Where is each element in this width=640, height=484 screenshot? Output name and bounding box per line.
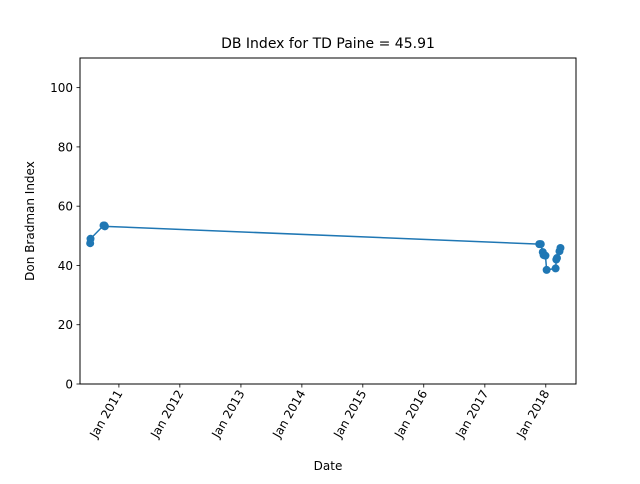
y-tick-label: 60 xyxy=(58,200,73,214)
y-tick-label: 100 xyxy=(50,81,73,95)
y-axis: 0 20 40 60 80 100 xyxy=(50,81,80,392)
data-point xyxy=(541,251,550,260)
data-point xyxy=(536,240,545,249)
data-point xyxy=(86,234,95,243)
series-layer xyxy=(86,221,565,274)
data-point xyxy=(552,254,561,263)
data-point xyxy=(542,265,551,274)
plot-frame xyxy=(79,57,577,385)
y-tick-label: 20 xyxy=(58,318,73,332)
y-tick-label: 40 xyxy=(58,259,73,273)
data-point xyxy=(551,264,560,273)
x-axis-label: Date xyxy=(314,459,343,473)
y-axis-label: Don Bradman Index xyxy=(23,161,37,281)
y-tick-label: 0 xyxy=(65,378,73,392)
y-tick-label: 80 xyxy=(58,140,73,154)
chart-title: DB Index for TD Paine = 45.91 xyxy=(221,36,435,52)
data-point xyxy=(556,243,565,252)
data-point xyxy=(100,222,109,231)
